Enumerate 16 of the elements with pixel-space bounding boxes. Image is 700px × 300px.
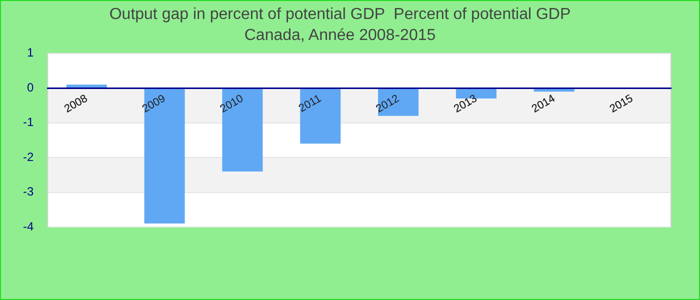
chart-title: Output gap in percent of potential GDP Percent of potential GDP: [109, 6, 571, 24]
x-tick-label: 2013: [452, 92, 480, 116]
x-tick-label: 2010: [218, 92, 246, 116]
y-tick-label: -3: [23, 184, 34, 199]
x-tick-label: 2012: [374, 92, 402, 116]
y-tick-label: -2: [23, 150, 34, 164]
chart-subtitle: Canada, Année 2008-2015: [244, 27, 436, 44]
y-tick-label: 0: [26, 80, 34, 94]
x-tick-label: 2015: [608, 92, 636, 116]
y-tick-label: -1: [23, 115, 34, 130]
y-tick-label: -4: [23, 219, 34, 234]
x-tick-label: 2011: [296, 92, 324, 115]
x-tick-label: 2008: [62, 92, 90, 116]
x-tick-label: 2014: [530, 92, 558, 116]
x-tick-label: 2009: [140, 92, 168, 116]
y-tick-label: 1: [26, 46, 34, 60]
